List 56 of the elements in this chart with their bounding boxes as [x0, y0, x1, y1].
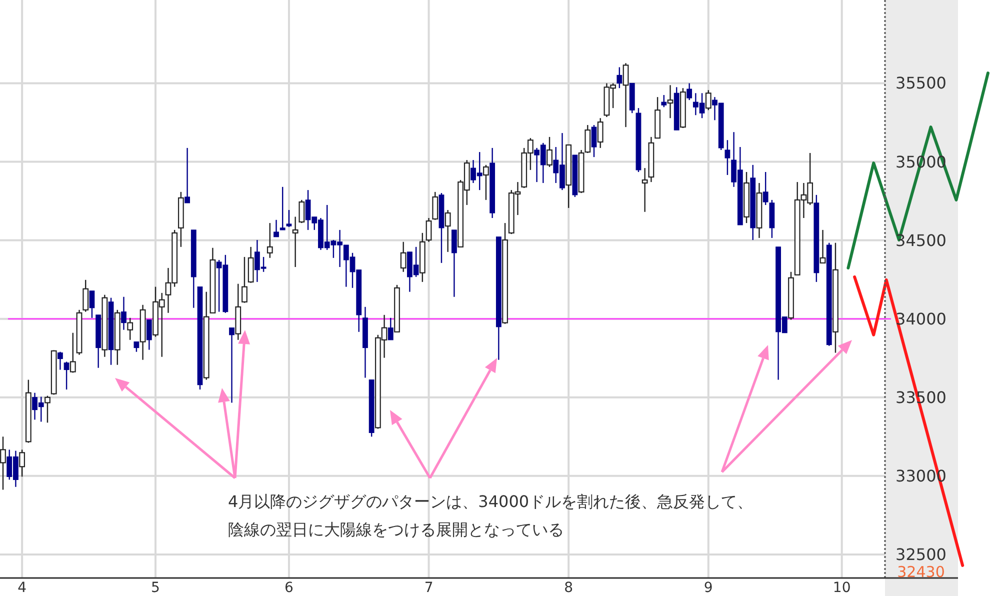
candlestick — [451, 229, 457, 298]
candlestick — [426, 217, 432, 242]
candlestick — [242, 256, 248, 304]
candlestick — [622, 62, 629, 128]
candlestick — [229, 327, 234, 404]
candlestick — [134, 341, 140, 352]
candlestick — [298, 199, 305, 224]
y-tick-label: 34500 — [896, 230, 946, 250]
candlestick — [597, 118, 604, 149]
line-series — [846, 72, 990, 270]
annotation: 4月以降のジグザグのパターンは、34000ドルを割れた後、急反発して、陰線の翌日に大陽線をつける展開となっている — [228, 492, 754, 539]
candlestick — [286, 209, 292, 228]
candlestick — [584, 124, 591, 154]
annotation: 32430 — [897, 563, 945, 581]
candlestick — [444, 209, 451, 253]
x-tick-label: 9 — [704, 580, 713, 596]
candlestick — [724, 140, 730, 176]
candlestick — [146, 319, 152, 350]
candlestick — [820, 229, 826, 264]
candlestick — [616, 66, 622, 89]
candlestick — [400, 241, 406, 272]
candlestick — [184, 147, 190, 204]
x-tick-label: 4 — [18, 580, 27, 596]
candlestick — [57, 351, 63, 370]
candlestick — [121, 296, 126, 330]
candlestick — [82, 279, 89, 312]
candlestick — [667, 84, 674, 119]
candlestick — [89, 290, 95, 318]
candlestick — [19, 449, 26, 478]
candlestick — [661, 94, 667, 108]
x-tick-label: 8 — [564, 580, 574, 596]
candlestick — [127, 317, 134, 340]
candlestick — [70, 332, 76, 374]
candlestick — [274, 219, 279, 238]
candlestick — [546, 136, 552, 168]
line-series — [853, 275, 964, 567]
candlestick — [64, 361, 70, 390]
candlestick — [591, 124, 597, 158]
candlestick — [292, 216, 298, 268]
candlestick — [266, 222, 273, 258]
candlestick — [44, 395, 50, 424]
y-tick-label: 35500 — [896, 74, 946, 93]
x-tick-label: 10 — [832, 580, 851, 596]
x-tick-label: 6 — [284, 580, 294, 596]
y-tick-label: 32500 — [896, 544, 946, 564]
candlestick — [705, 90, 712, 111]
candlestick — [483, 164, 489, 201]
candlestick — [280, 186, 286, 231]
x-tick-label: 7 — [424, 580, 434, 596]
candlestick — [642, 167, 648, 212]
candlestick — [432, 191, 438, 220]
candlestick — [0, 436, 6, 490]
candlestick — [686, 82, 692, 101]
candlestick — [762, 171, 768, 206]
candlestick — [388, 317, 394, 340]
x-tick-label: 5 — [151, 580, 160, 596]
